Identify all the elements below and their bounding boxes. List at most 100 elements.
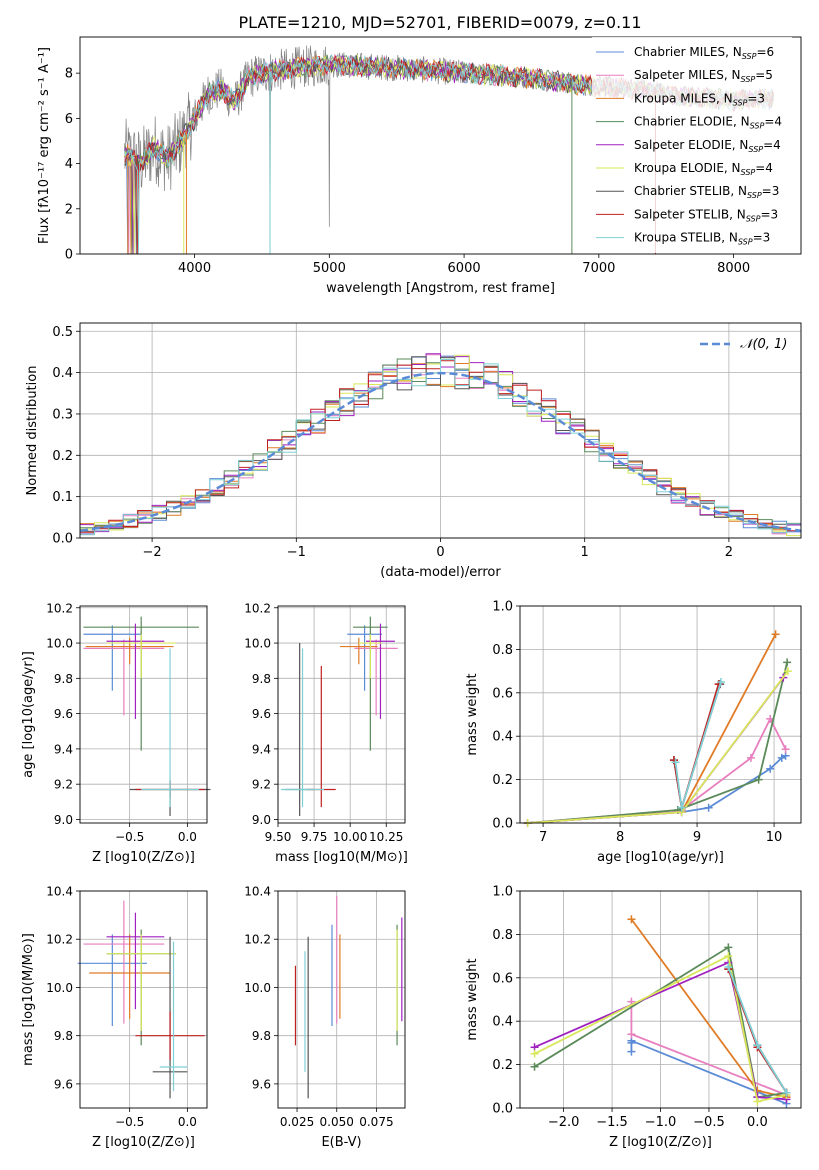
axes-frame: [277, 890, 406, 1109]
marker-chabrier_elodie: [783, 658, 792, 667]
legend-label: 𝒩(0, 1): [740, 337, 787, 352]
marker-kroupa_elodie: [783, 667, 792, 676]
legend-box: [592, 37, 792, 253]
x-tick-label: −0.5: [115, 830, 144, 844]
legend-label-suffix: =3: [760, 207, 778, 221]
axes-frame: [79, 605, 208, 824]
x-tick-label: 0.0: [178, 1115, 197, 1129]
y-tick-label: 9.2: [252, 778, 271, 792]
y-tick-label: 0.1: [52, 490, 73, 505]
y-tick-label: 10.2: [46, 601, 73, 615]
y-tick-label: 0.8: [492, 928, 513, 943]
legend-label: Chabrier MILES, NSSP=6: [634, 45, 774, 61]
y-tick-label: 9.4: [252, 742, 271, 756]
marker-salpeter_miles: [781, 745, 790, 754]
x-tick-label: 0.050: [320, 1115, 354, 1129]
marker-chabrier_elodie: [724, 943, 733, 952]
x-tick-label: 7: [539, 830, 547, 845]
legend-label: Salpeter STELIB, NSSP=3: [634, 207, 778, 223]
marker-chabrier_elodie: [754, 775, 763, 784]
x-tick-label: 0.025: [280, 1115, 314, 1129]
marker-kroupa_miles: [627, 915, 636, 924]
y-tick-label: 0.3: [52, 407, 73, 422]
normal-curve: [79, 371, 802, 533]
y-tick-label: 0.0: [492, 1102, 513, 1117]
legend-label: Kroupa STELIB, NSSP=3: [634, 231, 770, 247]
panel-residuals: −2 −1 0 1 2 0.0 0.1 0.2 0.3 0.4 0.5 𝒩(0, 1) (data-mo…: [25, 322, 802, 580]
axes-frame: [519, 890, 802, 1109]
marker-kroupa_elodie: [753, 1097, 762, 1106]
legend-label: Kroupa MILES, NSSP=3: [634, 91, 765, 107]
y-tick-label: 4: [65, 157, 73, 172]
x-tick-label: 4000: [178, 261, 211, 276]
legend-label-sub: SSP: [750, 122, 765, 131]
legend-label-sub: SSP: [746, 214, 761, 223]
y-tick-label: 10.0: [244, 981, 271, 995]
y-tick-label: 0.4: [52, 366, 73, 381]
legend-label-text: Salpeter STELIB, N: [634, 207, 746, 221]
y-tick-label: 0.2: [492, 773, 513, 788]
legend-label: Salpeter MILES, NSSP=5: [634, 68, 773, 84]
histogram-kroupa_stelib: [80, 358, 801, 536]
line-chabrier_elodie: [527, 662, 788, 824]
axes-frame: [79, 322, 802, 539]
x-axis-label: E(B-V): [321, 1135, 361, 1150]
panel-age-vs-mass: 9.50 9.75 10.00 10.25 9.0 9.2 9.4 9.6 9.8 10.0 10.…: [244, 601, 408, 865]
legend-label-sub: SSP: [741, 168, 756, 177]
x-tick-label: 10.00: [333, 830, 367, 844]
legend-label-sub: SSP: [738, 238, 753, 247]
y-tick-label: 10.2: [244, 933, 271, 947]
y-tick-label: 0.4: [492, 1015, 513, 1030]
y-tick-label: 10.0: [244, 637, 271, 651]
legend-label-suffix: =3: [747, 91, 765, 105]
x-axis-label: Z [log10(Z/Z⊙)]: [92, 1135, 195, 1150]
y-tick-label: 9.6: [252, 1077, 271, 1091]
panel-age-vs-Z: −0.5 0.0 9.0 9.2 9.4 9.6 9.8 10.0 10.2 Z [log10(Z…: [21, 601, 211, 865]
x-tick-label: 7000: [582, 261, 615, 276]
legend-label-text: Salpeter MILES, N: [634, 68, 741, 82]
axes-frame: [79, 890, 208, 1109]
y-tick-label: 9.4: [54, 742, 73, 756]
panel-mass-vs-Z: −0.5 0.0 9.6 9.8 10.0 10.2 10.4 Z [log10(Z/Z⊙)]…: [21, 885, 208, 1150]
y-tick-label: 9.8: [252, 672, 271, 686]
legend-label-sub: SSP: [741, 75, 756, 84]
legend-label-suffix: =5: [755, 68, 773, 82]
marker-kroupa_elodie: [530, 1049, 539, 1058]
x-tick-label: 1: [581, 545, 589, 560]
x-axis-label: wavelength [Angstrom, rest frame]: [326, 281, 555, 296]
legend-label-text: Chabrier STELIB, N: [634, 184, 747, 198]
y-axis-label: Normed distribution: [25, 366, 40, 496]
legend-label-suffix: =3: [753, 231, 771, 245]
x-axis-label: mass [log10(M/M⊙)]: [275, 850, 408, 865]
x-axis-label: Z [log10(Z/Z⊙)]: [92, 850, 195, 865]
x-tick-label: 10.25: [369, 830, 403, 844]
y-tick-label: 0.5: [52, 325, 73, 340]
y-tick-label: 10.0: [46, 637, 73, 651]
line-kroupa_elodie: [527, 670, 789, 824]
legend-label-suffix: =4: [764, 115, 782, 129]
marker-kroupa_stelib: [671, 758, 680, 767]
x-tick-label: −1: [287, 545, 306, 560]
y-tick-label: 2: [65, 202, 73, 217]
marker-salpeter_miles: [746, 753, 755, 762]
marker-kroupa_stelib: [782, 1088, 791, 1097]
x-tick-label: 9.50: [265, 830, 292, 844]
legend-label-text: Kroupa STELIB, N: [634, 231, 738, 245]
marker-kroupa_stelib: [716, 677, 725, 686]
y-tick-label: 9.6: [252, 707, 271, 721]
line-salpeter_miles: [527, 716, 787, 824]
x-axis-label: (data-model)/error: [380, 565, 501, 580]
panel-spectrum: 4000 5000 6000 7000 8000 0 2 4 6 8 Chabrier MILES,…: [37, 36, 802, 296]
x-tick-label: 0.0: [747, 1115, 768, 1130]
y-axis-label: mass weight: [465, 958, 480, 1040]
marker-chabrier_elodie: [530, 1062, 539, 1071]
legend-label-suffix: =4: [755, 161, 773, 175]
x-tick-label: 10: [766, 830, 783, 845]
x-tick-label: −2.0: [548, 1115, 580, 1130]
x-tick-label: −1.0: [645, 1115, 677, 1130]
y-tick-label: 9.0: [252, 813, 271, 827]
panel-mass-vs-ebv: 0.025 0.050 0.075 9.6 9.8 10.0 10.2 10.4 E(B-V): [244, 885, 406, 1150]
x-tick-label: 0.075: [359, 1115, 393, 1129]
x-tick-label: −0.5: [693, 1115, 725, 1130]
